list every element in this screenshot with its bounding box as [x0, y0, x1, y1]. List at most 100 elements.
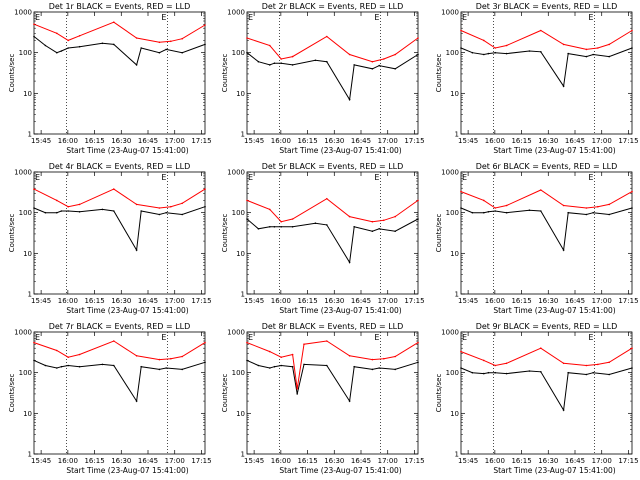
event-marker-label: E [161, 173, 166, 182]
y-tick-label: 10 [236, 90, 245, 98]
lld-line-point [562, 43, 564, 46]
events-line-point [246, 359, 249, 362]
lld-line-point [607, 43, 610, 46]
events-line-point [158, 213, 161, 216]
lld-line-point [383, 219, 385, 222]
x-tick-label: 15:45 [31, 137, 51, 145]
chart-title: Det 7r BLACK = Events, RED = LLD [49, 322, 191, 331]
x-tick-label: 16:15 [511, 137, 531, 145]
plot-frame [33, 331, 206, 455]
events-line-point [113, 364, 115, 367]
x-axis-label: Start Time (23-Aug-07 15:41:00) [280, 306, 402, 315]
lld-line-point [204, 24, 206, 26]
chart-svg: Det 2r BLACK = Events, RED = LLD 1 10 100 10… [221, 2, 425, 155]
lld-line-point [269, 350, 271, 353]
plot-frame [246, 171, 419, 295]
events-line-point [528, 209, 530, 211]
events-line-point [44, 364, 47, 367]
events-line-point [78, 45, 81, 48]
x-tick-label: 16:30 [324, 457, 344, 465]
x-tick-label: 16:45 [565, 457, 585, 465]
chart-title: Det 1r BLACK = Events, RED = LLD [49, 2, 191, 11]
events-line-point [165, 211, 167, 214]
events-line-point [273, 226, 276, 228]
detector-panel-5: Det 5r BLACK = Events, RED = LLD 1 10 100 10… [213, 160, 426, 320]
x-tick-label: 17:15 [405, 137, 425, 145]
x-tick-label: 16:45 [351, 457, 371, 465]
lld-line-point [33, 23, 35, 26]
lld-line-point [292, 55, 294, 58]
y-tick-label: 10 [450, 250, 459, 258]
y-tick-label: 100 [445, 369, 458, 377]
events-line-point [505, 372, 507, 375]
events-line-point [67, 364, 69, 367]
events-line [460, 367, 632, 412]
lld-line-point [459, 29, 462, 32]
lld-line [460, 347, 632, 367]
events-line-point [417, 218, 420, 220]
lld-line-point [246, 37, 249, 39]
chart-title: Det 3r BLACK = Events, RED = LLD [475, 2, 617, 11]
x-tick-label: 16:00 [271, 137, 291, 145]
events-line-point [378, 228, 381, 230]
events-line-point [246, 218, 249, 220]
lld-line-point [181, 355, 183, 358]
events-line-point [539, 371, 542, 373]
plot-frame [460, 171, 632, 295]
event-marker-label: E [161, 333, 166, 342]
events-line-point [33, 359, 35, 362]
events-line-point [493, 371, 496, 374]
lld-line-point [246, 341, 249, 344]
y-tick-label: 100 [232, 49, 245, 57]
y-tick-label: 10 [450, 410, 459, 418]
y-tick-label: 1 [241, 291, 245, 299]
lld-line-point [296, 388, 299, 390]
events-line-point [165, 367, 167, 369]
events-line-point [566, 371, 569, 374]
x-tick-label: 15:45 [244, 137, 264, 145]
lld-line-point [371, 60, 374, 63]
lld-line-point [113, 21, 115, 24]
events-line-point [591, 371, 594, 374]
x-tick-label: 16:00 [484, 297, 504, 305]
lld-line-point [482, 199, 485, 202]
y-tick-label: 10 [23, 410, 32, 418]
events-line-point [135, 64, 138, 66]
y-tick-label: 1 [241, 451, 245, 459]
lld-line-point [539, 29, 542, 32]
events-line-point [292, 226, 294, 228]
events-line-point [257, 60, 260, 63]
y-tick-label: 1000 [14, 169, 32, 177]
events-line-point [539, 210, 542, 212]
lld-line-point [539, 347, 542, 349]
events-line-point [280, 62, 283, 64]
lld-line-point [204, 341, 206, 344]
events-line-point [326, 224, 328, 226]
events-line-point [487, 52, 489, 55]
lld-line-point [113, 340, 115, 342]
events-line-point [257, 228, 260, 230]
events-line-point [135, 249, 138, 251]
lld-line-point [394, 355, 397, 358]
lld-line-point [280, 356, 283, 358]
lld-line-point [78, 203, 81, 206]
events-line-point [56, 367, 58, 369]
lld-line-point [158, 207, 161, 209]
x-tick-label: 16:30 [538, 457, 558, 465]
chart-title: Det 5r BLACK = Events, RED = LLD [262, 162, 404, 171]
x-tick-label: 16:15 [298, 297, 318, 305]
lld-line-point [67, 39, 69, 42]
x-tick-label: 16:00 [58, 137, 78, 145]
events-line-point [292, 64, 294, 66]
y-tick-label: 100 [232, 369, 245, 377]
lld-line-point [135, 355, 138, 357]
y-axis-label: Counts/sec [8, 374, 16, 413]
events-line-point [459, 47, 462, 49]
y-axis-label: Counts/sec [221, 374, 229, 413]
events-line-point [181, 368, 183, 371]
events-line-point [459, 207, 462, 209]
lld-line-point [459, 190, 462, 193]
event-marker-label: E [248, 333, 253, 342]
events-line-point [101, 42, 104, 45]
events-line-point [349, 98, 351, 101]
